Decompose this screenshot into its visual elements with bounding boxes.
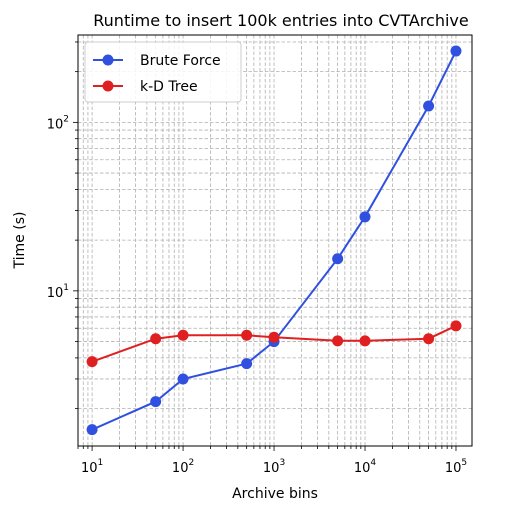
data-point-brute-force [450, 45, 462, 57]
data-point-k-d-tree [150, 333, 162, 345]
data-point-brute-force [423, 100, 435, 112]
x-tick-label: 102 [172, 458, 194, 476]
y-tick-label: 101 [47, 283, 69, 301]
x-tick-label: 105 [445, 458, 467, 476]
series-layer [86, 45, 462, 436]
data-point-brute-force [359, 211, 371, 223]
data-point-k-d-tree [241, 329, 253, 341]
x-axis-ticks: 101 102 103 104 105 [77, 446, 467, 476]
y-axis-label: Time (s) [12, 212, 28, 270]
x-tick-label: 104 [354, 458, 377, 476]
legend-box [84, 41, 242, 103]
y-tick-label: 102 [47, 114, 69, 132]
x-tick-label: 103 [263, 458, 285, 476]
data-point-brute-force [332, 253, 344, 265]
x-axis-label: Archive bins [232, 486, 318, 502]
chart-title: Runtime to insert 100k entries into CVTA… [93, 11, 468, 30]
data-point-brute-force [86, 424, 98, 436]
data-point-k-d-tree [359, 335, 371, 347]
data-point-k-d-tree [450, 320, 462, 332]
data-point-brute-force [177, 373, 189, 385]
y-axis-ticks: 101 102 [47, 41, 78, 410]
data-point-k-d-tree [177, 329, 189, 341]
legend: Brute Force k-D Tree [84, 41, 242, 103]
data-point-k-d-tree [268, 331, 280, 343]
legend-marker-kd-tree [102, 80, 114, 92]
x-tick-label: 101 [81, 458, 103, 476]
data-point-brute-force [150, 396, 162, 408]
data-point-k-d-tree [332, 335, 344, 347]
data-point-k-d-tree [423, 333, 435, 345]
data-point-k-d-tree [86, 356, 98, 368]
legend-label-kd-tree: k-D Tree [140, 79, 198, 95]
legend-label-brute-force: Brute Force [140, 53, 221, 69]
legend-marker-brute-force [102, 54, 114, 66]
data-point-brute-force [241, 358, 253, 370]
grid [77, 35, 472, 446]
